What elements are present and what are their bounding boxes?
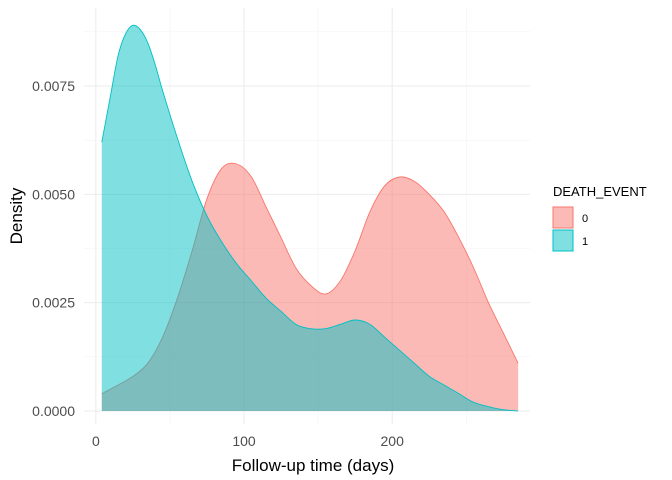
- y-tick-label: 0.0075: [32, 78, 75, 94]
- x-tick-label: 200: [381, 433, 405, 449]
- legend-key-1: [552, 229, 574, 252]
- legend-key-0: [552, 206, 574, 229]
- x-tick-label: 0: [92, 433, 100, 449]
- legend-label-1: 1: [582, 236, 588, 248]
- y-axis-title: Density: [7, 187, 26, 244]
- y-tick-label: 0.0000: [32, 403, 75, 419]
- y-tick-label: 0.0050: [32, 186, 75, 202]
- legend-label-0: 0: [582, 213, 588, 225]
- legend-title: DEATH_EVENT: [553, 184, 647, 199]
- legend: DEATH_EVENT 0 1: [552, 184, 647, 252]
- x-axis-title: Follow-up time (days): [232, 456, 395, 475]
- axis-ticks: 0 100 200 0.0000 0.0025 0.0050 0.0075: [32, 78, 404, 449]
- density-line-1: [101, 24, 519, 412]
- y-tick-label: 0.0025: [32, 295, 75, 311]
- density-area-1: [101, 25, 519, 411]
- x-tick-label: 100: [232, 433, 256, 449]
- density-areas: [101, 24, 519, 412]
